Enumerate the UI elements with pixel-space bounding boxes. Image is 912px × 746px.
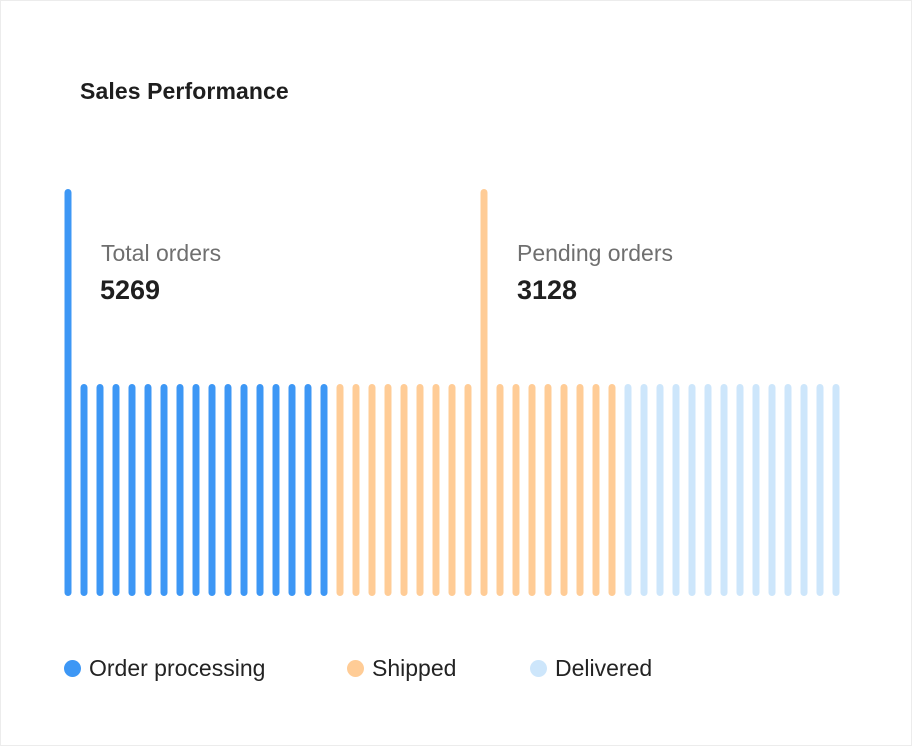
shipped-legend-dot — [347, 659, 364, 677]
total-orders-value: 5269 — [100, 275, 161, 305]
legend-item-delivered: Delivered — [530, 650, 652, 686]
bar-order-processing-8 — [176, 384, 184, 596]
legend-item-order-processing: Order processing — [64, 650, 265, 686]
bar-shipped-9 — [464, 384, 472, 596]
bar-delivered-8 — [736, 384, 744, 596]
bar-shipped-16 — [576, 384, 584, 596]
bar-order-processing-3 — [96, 384, 104, 596]
chart-title: Sales Performance — [80, 78, 289, 104]
bar-order-processing-4 — [112, 384, 120, 596]
bar-shipped-18 — [608, 384, 616, 596]
bar-delivered-5 — [688, 384, 696, 596]
bar-delivered-14 — [832, 384, 840, 596]
bar-order-processing-17 — [320, 384, 328, 596]
bar-shipped-10 — [480, 188, 488, 596]
bar-delivered-9 — [752, 384, 760, 596]
bar-shipped-4 — [384, 384, 392, 596]
total-orders-label: Total orders — [101, 240, 222, 266]
bar-shipped-12 — [512, 384, 520, 596]
bar-delivered-7 — [720, 384, 728, 596]
bar-shipped-1 — [336, 384, 344, 596]
bar-order-processing-1 — [64, 188, 72, 596]
pending-orders-label: Pending orders — [517, 240, 673, 266]
bar-shipped-6 — [416, 384, 424, 596]
bar-delivered-6 — [704, 384, 712, 596]
pending-orders-value: 3128 — [517, 275, 578, 305]
bar-delivered-11 — [784, 384, 792, 596]
bar-order-processing-9 — [192, 384, 200, 596]
legend-label-shipped: Shipped — [372, 654, 457, 681]
bar-order-processing-5 — [128, 384, 136, 596]
bar-order-processing-14 — [272, 384, 280, 596]
chart-legend: Order processing Shipped Delivered — [0, 650, 912, 690]
bar-delivered-12 — [800, 384, 808, 596]
bar-delivered-2 — [640, 384, 648, 596]
bar-delivered-1 — [624, 384, 632, 596]
bar-shipped-15 — [560, 384, 568, 596]
legend-item-shipped: Shipped — [347, 650, 456, 686]
bar-order-processing-12 — [240, 384, 248, 596]
bar-shipped-2 — [352, 384, 360, 596]
bar-order-processing-11 — [224, 384, 232, 596]
bar-delivered-10 — [768, 384, 776, 596]
bar-shipped-7 — [432, 384, 440, 596]
bar-order-processing-15 — [288, 384, 296, 596]
bar-shipped-11 — [496, 384, 504, 596]
bar-shipped-3 — [368, 384, 376, 596]
bar-shipped-14 — [544, 384, 552, 596]
bar-shipped-8 — [448, 384, 456, 596]
bar-shipped-13 — [528, 384, 536, 596]
order-processing-legend-dot — [64, 659, 81, 677]
legend-label-delivered: Delivered — [555, 654, 653, 681]
bar-order-processing-2 — [80, 384, 88, 596]
legend-label-order-processing: Order processing — [89, 654, 266, 681]
bar-shipped-5 — [400, 384, 408, 596]
bar-order-processing-7 — [160, 384, 168, 596]
bar-shipped-17 — [592, 384, 600, 596]
bar-order-processing-10 — [208, 384, 216, 596]
bar-order-processing-6 — [144, 384, 152, 596]
delivered-legend-dot — [530, 659, 547, 677]
bar-delivered-4 — [672, 384, 680, 596]
bar-delivered-13 — [816, 384, 824, 596]
bar-delivered-3 — [656, 384, 664, 596]
bar-order-processing-16 — [304, 384, 312, 596]
bar-order-processing-13 — [256, 384, 264, 596]
